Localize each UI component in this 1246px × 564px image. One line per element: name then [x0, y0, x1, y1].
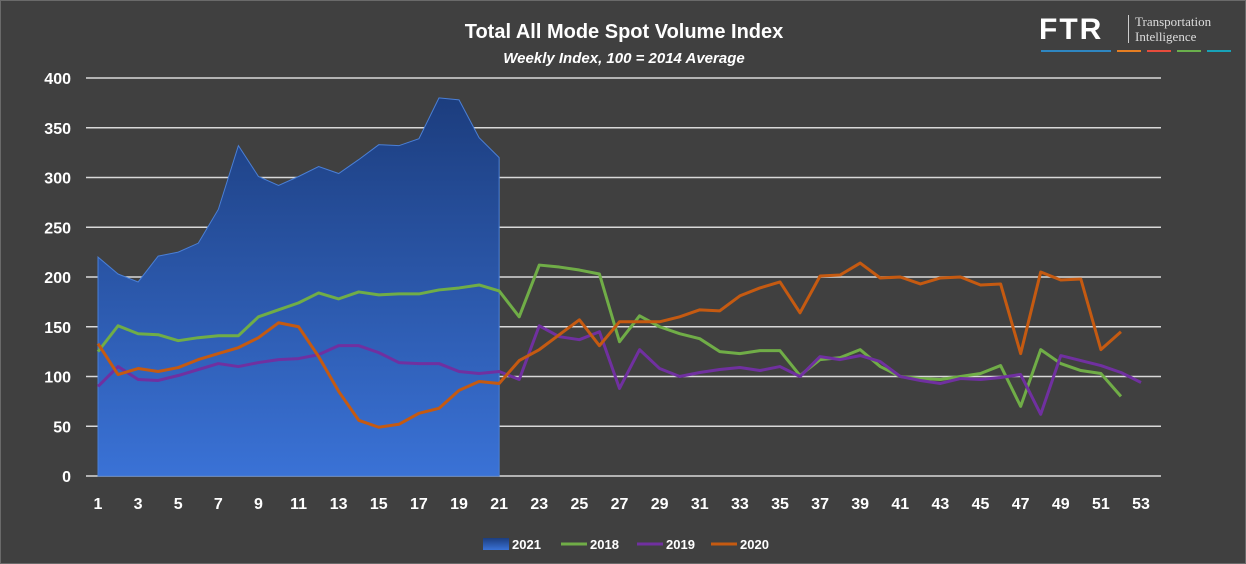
x-tick-label: 27 [611, 496, 629, 513]
x-tick-label: 5 [174, 496, 183, 513]
y-tick-label: 350 [44, 121, 71, 138]
x-tick-label: 1 [94, 496, 103, 513]
x-tick-label: 49 [1052, 496, 1070, 513]
logo-brand: FTR [1039, 13, 1104, 46]
legend-label-2018: 2018 [590, 537, 619, 552]
x-tick-label: 47 [1012, 496, 1030, 513]
x-tick-label: 17 [410, 496, 428, 513]
x-tick-label: 23 [530, 496, 548, 513]
series-line-2018 [96, 263, 1123, 408]
legend-label-2019: 2019 [666, 537, 695, 552]
x-tick-label: 11 [290, 496, 307, 513]
y-tick-label: 100 [44, 370, 71, 387]
legend-swatch-2021 [483, 538, 509, 550]
x-tick-label: 37 [811, 496, 829, 513]
x-tick-label: 7 [214, 496, 223, 513]
x-tick-label: 25 [570, 496, 588, 513]
x-tick-label: 35 [771, 496, 789, 513]
x-tick-label: 45 [972, 496, 990, 513]
y-tick-label: 150 [44, 320, 71, 337]
x-tick-label: 13 [330, 496, 348, 513]
y-tick-label: 200 [44, 270, 71, 287]
x-tick-label: 53 [1132, 496, 1150, 513]
series-area-2021 [97, 97, 500, 477]
y-tick-label: 400 [44, 71, 71, 88]
x-tick-label: 33 [731, 496, 749, 513]
chart-subtitle: Weekly Index, 100 = 2014 Average [503, 50, 745, 67]
x-tick-label: 3 [134, 496, 143, 513]
x-tick-label: 43 [932, 496, 950, 513]
x-tick-label: 29 [651, 496, 669, 513]
x-tick-label: 9 [254, 496, 263, 513]
x-tick-label: 21 [490, 496, 508, 513]
chart-title: Total All Mode Spot Volume Index [464, 21, 784, 43]
x-tick-label: 15 [370, 496, 388, 513]
x-tick-label: 31 [691, 496, 709, 513]
logo-line1: Transportation [1135, 14, 1212, 29]
legend-label-2021: 2021 [512, 537, 541, 552]
x-tick-label: 39 [851, 496, 869, 513]
x-tick-label: 51 [1092, 496, 1110, 513]
series-line-2020 [96, 261, 1122, 429]
x-tick-label: 41 [891, 496, 909, 513]
y-tick-label: 0 [62, 469, 71, 486]
y-tick-label: 250 [44, 220, 71, 237]
y-tick-label: 300 [44, 171, 71, 188]
ftr-logo: FTR Transportation Intelligence [1033, 9, 1239, 57]
y-tick-label: 50 [53, 419, 71, 436]
legend-label-2020: 2020 [740, 537, 769, 552]
logo-line2: Intelligence [1135, 29, 1197, 44]
x-tick-label: 19 [450, 496, 468, 513]
